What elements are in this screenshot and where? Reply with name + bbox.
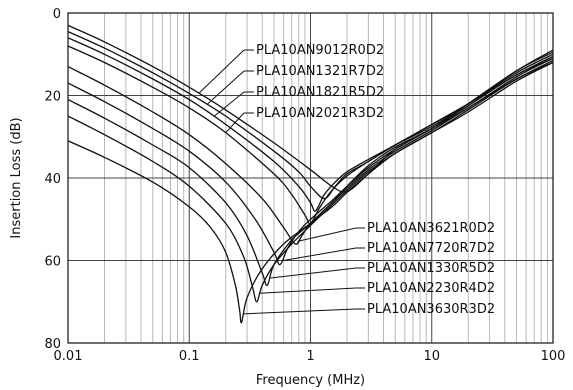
series-label: PLA10AN1821R5D2 xyxy=(256,85,384,100)
series-label: PLA10AN2021R3D2 xyxy=(256,106,384,121)
series-line xyxy=(67,31,554,200)
y-tick-label: 40 xyxy=(44,172,61,187)
leader-line xyxy=(269,267,357,279)
series-labels: PLA10AN9012R0D2 PLA10AN1321R7D2 PLA10AN182… xyxy=(256,43,495,317)
x-axis-title: Frequency (MHz) xyxy=(256,373,365,388)
leader-line xyxy=(225,112,245,133)
series-label: PLA10AN3621R0D2 xyxy=(367,221,495,236)
leader-lines xyxy=(198,49,365,315)
series-label: PLA10AN3630R3D2 xyxy=(367,302,495,317)
series-label: PLA10AN2230R4D2 xyxy=(367,281,495,296)
leader-line xyxy=(297,227,357,242)
x-axis-ticks: 0.01 0.1 1 10 100 xyxy=(54,349,566,364)
series-label: PLA10AN1330R5D2 xyxy=(367,261,495,276)
leader-line xyxy=(213,91,245,117)
series-line xyxy=(67,45,554,225)
leader-line xyxy=(198,49,245,94)
y-tick-label: 60 xyxy=(44,255,61,270)
x-tick-label: 0.01 xyxy=(54,349,83,364)
series-lines xyxy=(67,24,554,324)
series-label: PLA10AN1321R7D2 xyxy=(256,64,384,79)
x-tick-label: 100 xyxy=(541,349,566,364)
y-tick-label: 80 xyxy=(44,337,61,352)
leader-line xyxy=(243,308,357,315)
series-line xyxy=(67,59,554,287)
x-tick-label: 1 xyxy=(306,349,314,364)
series-line xyxy=(67,61,554,324)
y-axis-ticks: 0 20 40 60 80 xyxy=(44,7,61,352)
y-tick-label: 20 xyxy=(44,90,61,105)
y-tick-label: 0 xyxy=(53,7,61,22)
y-axis-title: Insertion Loss (dB) xyxy=(9,117,24,238)
leader-line xyxy=(259,287,357,294)
series-label: PLA10AN7720R7D2 xyxy=(367,241,495,256)
x-tick-label: 0.1 xyxy=(179,349,200,364)
x-tick-label: 10 xyxy=(423,349,440,364)
leader-line xyxy=(281,247,357,262)
leader-line xyxy=(206,70,245,105)
series-label: PLA10AN9012R0D2 xyxy=(256,43,384,58)
plot-frame xyxy=(67,12,554,344)
